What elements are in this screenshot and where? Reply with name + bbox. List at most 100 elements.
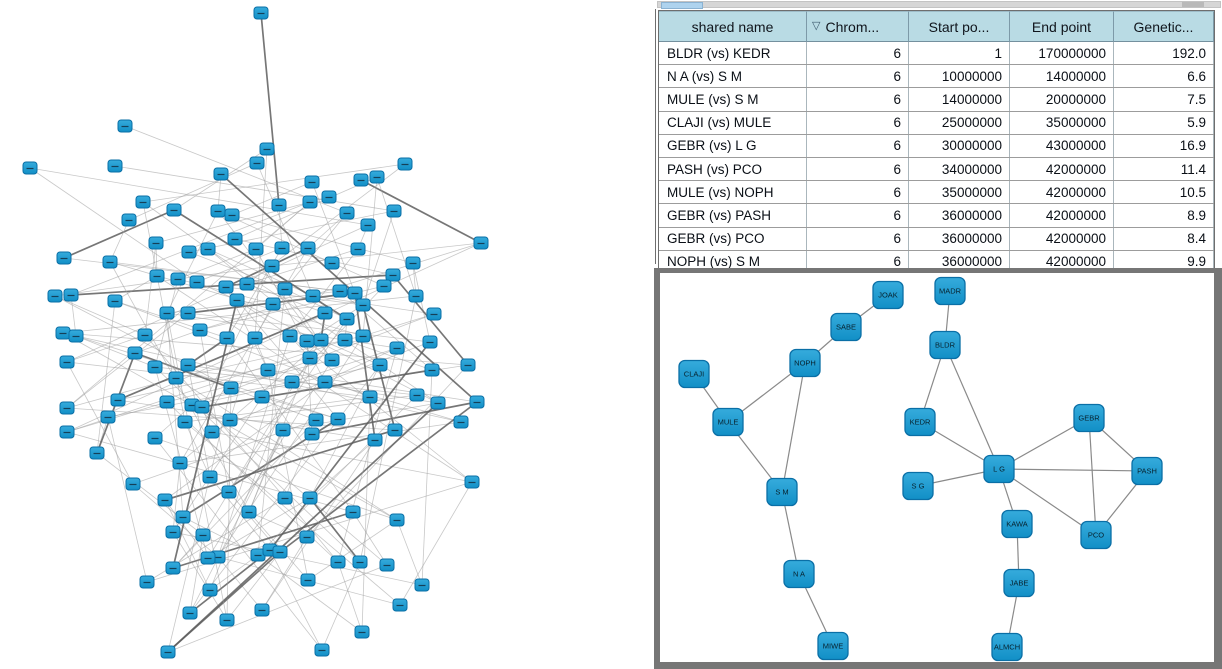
- network-edge[interactable]: [229, 337, 256, 421]
- filter-funnel-icon[interactable]: ▽: [812, 20, 821, 32]
- network-node[interactable]: [259, 142, 275, 156]
- network-node[interactable]: [192, 323, 208, 337]
- network-node-jabe[interactable]: JABE: [1003, 568, 1035, 598]
- network-node[interactable]: [159, 395, 175, 409]
- network-node[interactable]: [172, 456, 188, 470]
- network-edge[interactable]: [66, 361, 134, 485]
- network-edge[interactable]: [344, 339, 433, 371]
- network-node[interactable]: [165, 561, 181, 575]
- network-edge[interactable]: [209, 554, 259, 591]
- network-node[interactable]: [264, 259, 280, 273]
- table-cell[interactable]: GEBR (vs) PASH: [659, 204, 807, 227]
- table-row[interactable]: CLAJI (vs) MULE 6 25000000 35000000 5.9: [659, 111, 1214, 135]
- network-node[interactable]: [469, 395, 485, 409]
- network-edge[interactable]: [354, 292, 376, 441]
- table-row[interactable]: GEBR (vs) PASH 6 36000000 42000000 8.9: [659, 204, 1214, 228]
- table-cell[interactable]: PASH (vs) PCO: [659, 157, 807, 181]
- network-edge[interactable]: [182, 516, 259, 556]
- network-node[interactable]: [367, 433, 383, 447]
- network-node[interactable]: [355, 298, 371, 312]
- network-edge[interactable]: [114, 165, 395, 212]
- network-edge[interactable]: [211, 347, 398, 433]
- network-edge[interactable]: [289, 248, 359, 337]
- subnetwork-view[interactable]: JOAK SABE NOPH CLAJI MULE S M N A MIWE MADR BLDR K…: [654, 268, 1222, 669]
- network-node[interactable]: [386, 204, 402, 218]
- network-node[interactable]: [170, 272, 186, 286]
- table-cell[interactable]: CLAJI (vs) MULE: [659, 111, 807, 134]
- network-edge[interactable]: [781, 362, 806, 493]
- table-cell[interactable]: 6: [807, 111, 909, 134]
- network-node[interactable]: [282, 329, 298, 343]
- network-edge[interactable]: [66, 401, 168, 433]
- vertical-scrollbar-track[interactable]: [1215, 10, 1222, 264]
- network-node[interactable]: [339, 206, 355, 220]
- network-node[interactable]: [168, 371, 184, 385]
- network-edge[interactable]: [109, 219, 130, 263]
- network-edge[interactable]: [376, 176, 417, 297]
- network-node[interactable]: [277, 282, 293, 296]
- network-node[interactable]: [102, 255, 118, 269]
- network-edge[interactable]: [312, 295, 435, 315]
- network-node-kawa[interactable]: KAWA: [1001, 509, 1033, 539]
- table-cell[interactable]: 6: [807, 204, 909, 227]
- network-edge[interactable]: [166, 210, 219, 314]
- network-edge[interactable]: [289, 335, 473, 483]
- network-node-almch[interactable]: ALMCH: [991, 632, 1023, 662]
- network-node[interactable]: [137, 328, 153, 342]
- network-node[interactable]: [426, 307, 442, 321]
- table-row[interactable]: N A (vs) S M 6 10000000 14000000 6.6: [659, 65, 1214, 89]
- network-node[interactable]: [302, 491, 318, 505]
- network-node[interactable]: [345, 505, 361, 519]
- network-node[interactable]: [177, 415, 193, 429]
- network-node[interactable]: [59, 425, 75, 439]
- network-node[interactable]: [195, 528, 211, 542]
- network-node-bldr[interactable]: BLDR: [929, 330, 961, 360]
- network-node[interactable]: [107, 294, 123, 308]
- network-edge[interactable]: [142, 163, 406, 203]
- network-node[interactable]: [385, 268, 401, 282]
- table-cell[interactable]: 6: [807, 157, 909, 181]
- network-edge[interactable]: [75, 335, 339, 420]
- network-node[interactable]: [200, 551, 216, 565]
- network-edge[interactable]: [284, 288, 348, 320]
- table-cell[interactable]: 10.5: [1114, 181, 1214, 204]
- network-node[interactable]: [100, 410, 116, 424]
- table-cell[interactable]: 16.9: [1114, 134, 1214, 157]
- network-edge[interactable]: [399, 481, 473, 606]
- network-edge[interactable]: [246, 248, 359, 285]
- network-edge[interactable]: [201, 369, 433, 408]
- network-node[interactable]: [317, 306, 333, 320]
- network-edge[interactable]: [284, 433, 313, 499]
- network-edge[interactable]: [217, 556, 263, 611]
- table-cell[interactable]: 20000000: [1010, 88, 1114, 111]
- network-node[interactable]: [219, 613, 235, 627]
- table-row[interactable]: MULE (vs) NOPH 6 35000000 42000000 10.5: [659, 181, 1214, 205]
- network-node[interactable]: [453, 415, 469, 429]
- network-node-l-g[interactable]: L G: [983, 454, 1015, 484]
- network-node[interactable]: [275, 423, 291, 437]
- network-node[interactable]: [387, 423, 403, 437]
- network-node[interactable]: [165, 525, 181, 539]
- network-node[interactable]: [314, 643, 330, 657]
- network-node[interactable]: [110, 393, 126, 407]
- network-node[interactable]: [260, 363, 276, 377]
- network-edge[interactable]: [107, 416, 148, 583]
- network-node[interactable]: [147, 431, 163, 445]
- network-edge[interactable]: [187, 364, 211, 478]
- network-node[interactable]: [354, 625, 370, 639]
- network-edge[interactable]: [421, 369, 433, 586]
- network-edge[interactable]: [164, 381, 326, 501]
- network-node[interactable]: [324, 256, 340, 270]
- table-cell[interactable]: 192.0: [1114, 42, 1214, 65]
- table-cell[interactable]: 10000000: [909, 65, 1010, 88]
- network-node[interactable]: [59, 401, 75, 415]
- network-node[interactable]: [300, 573, 316, 587]
- network-edge[interactable]: [70, 294, 77, 337]
- network-edge[interactable]: [1088, 417, 1097, 536]
- main-network-canvas[interactable]: [0, 0, 650, 669]
- network-node-mule[interactable]: MULE: [712, 407, 744, 437]
- network-edge[interactable]: [189, 534, 204, 614]
- network-node-miwe[interactable]: MIWE: [817, 631, 849, 661]
- subnetwork-canvas[interactable]: JOAK SABE NOPH CLAJI MULE S M N A MIWE MADR BLDR K…: [660, 273, 1214, 662]
- network-node[interactable]: [347, 286, 363, 300]
